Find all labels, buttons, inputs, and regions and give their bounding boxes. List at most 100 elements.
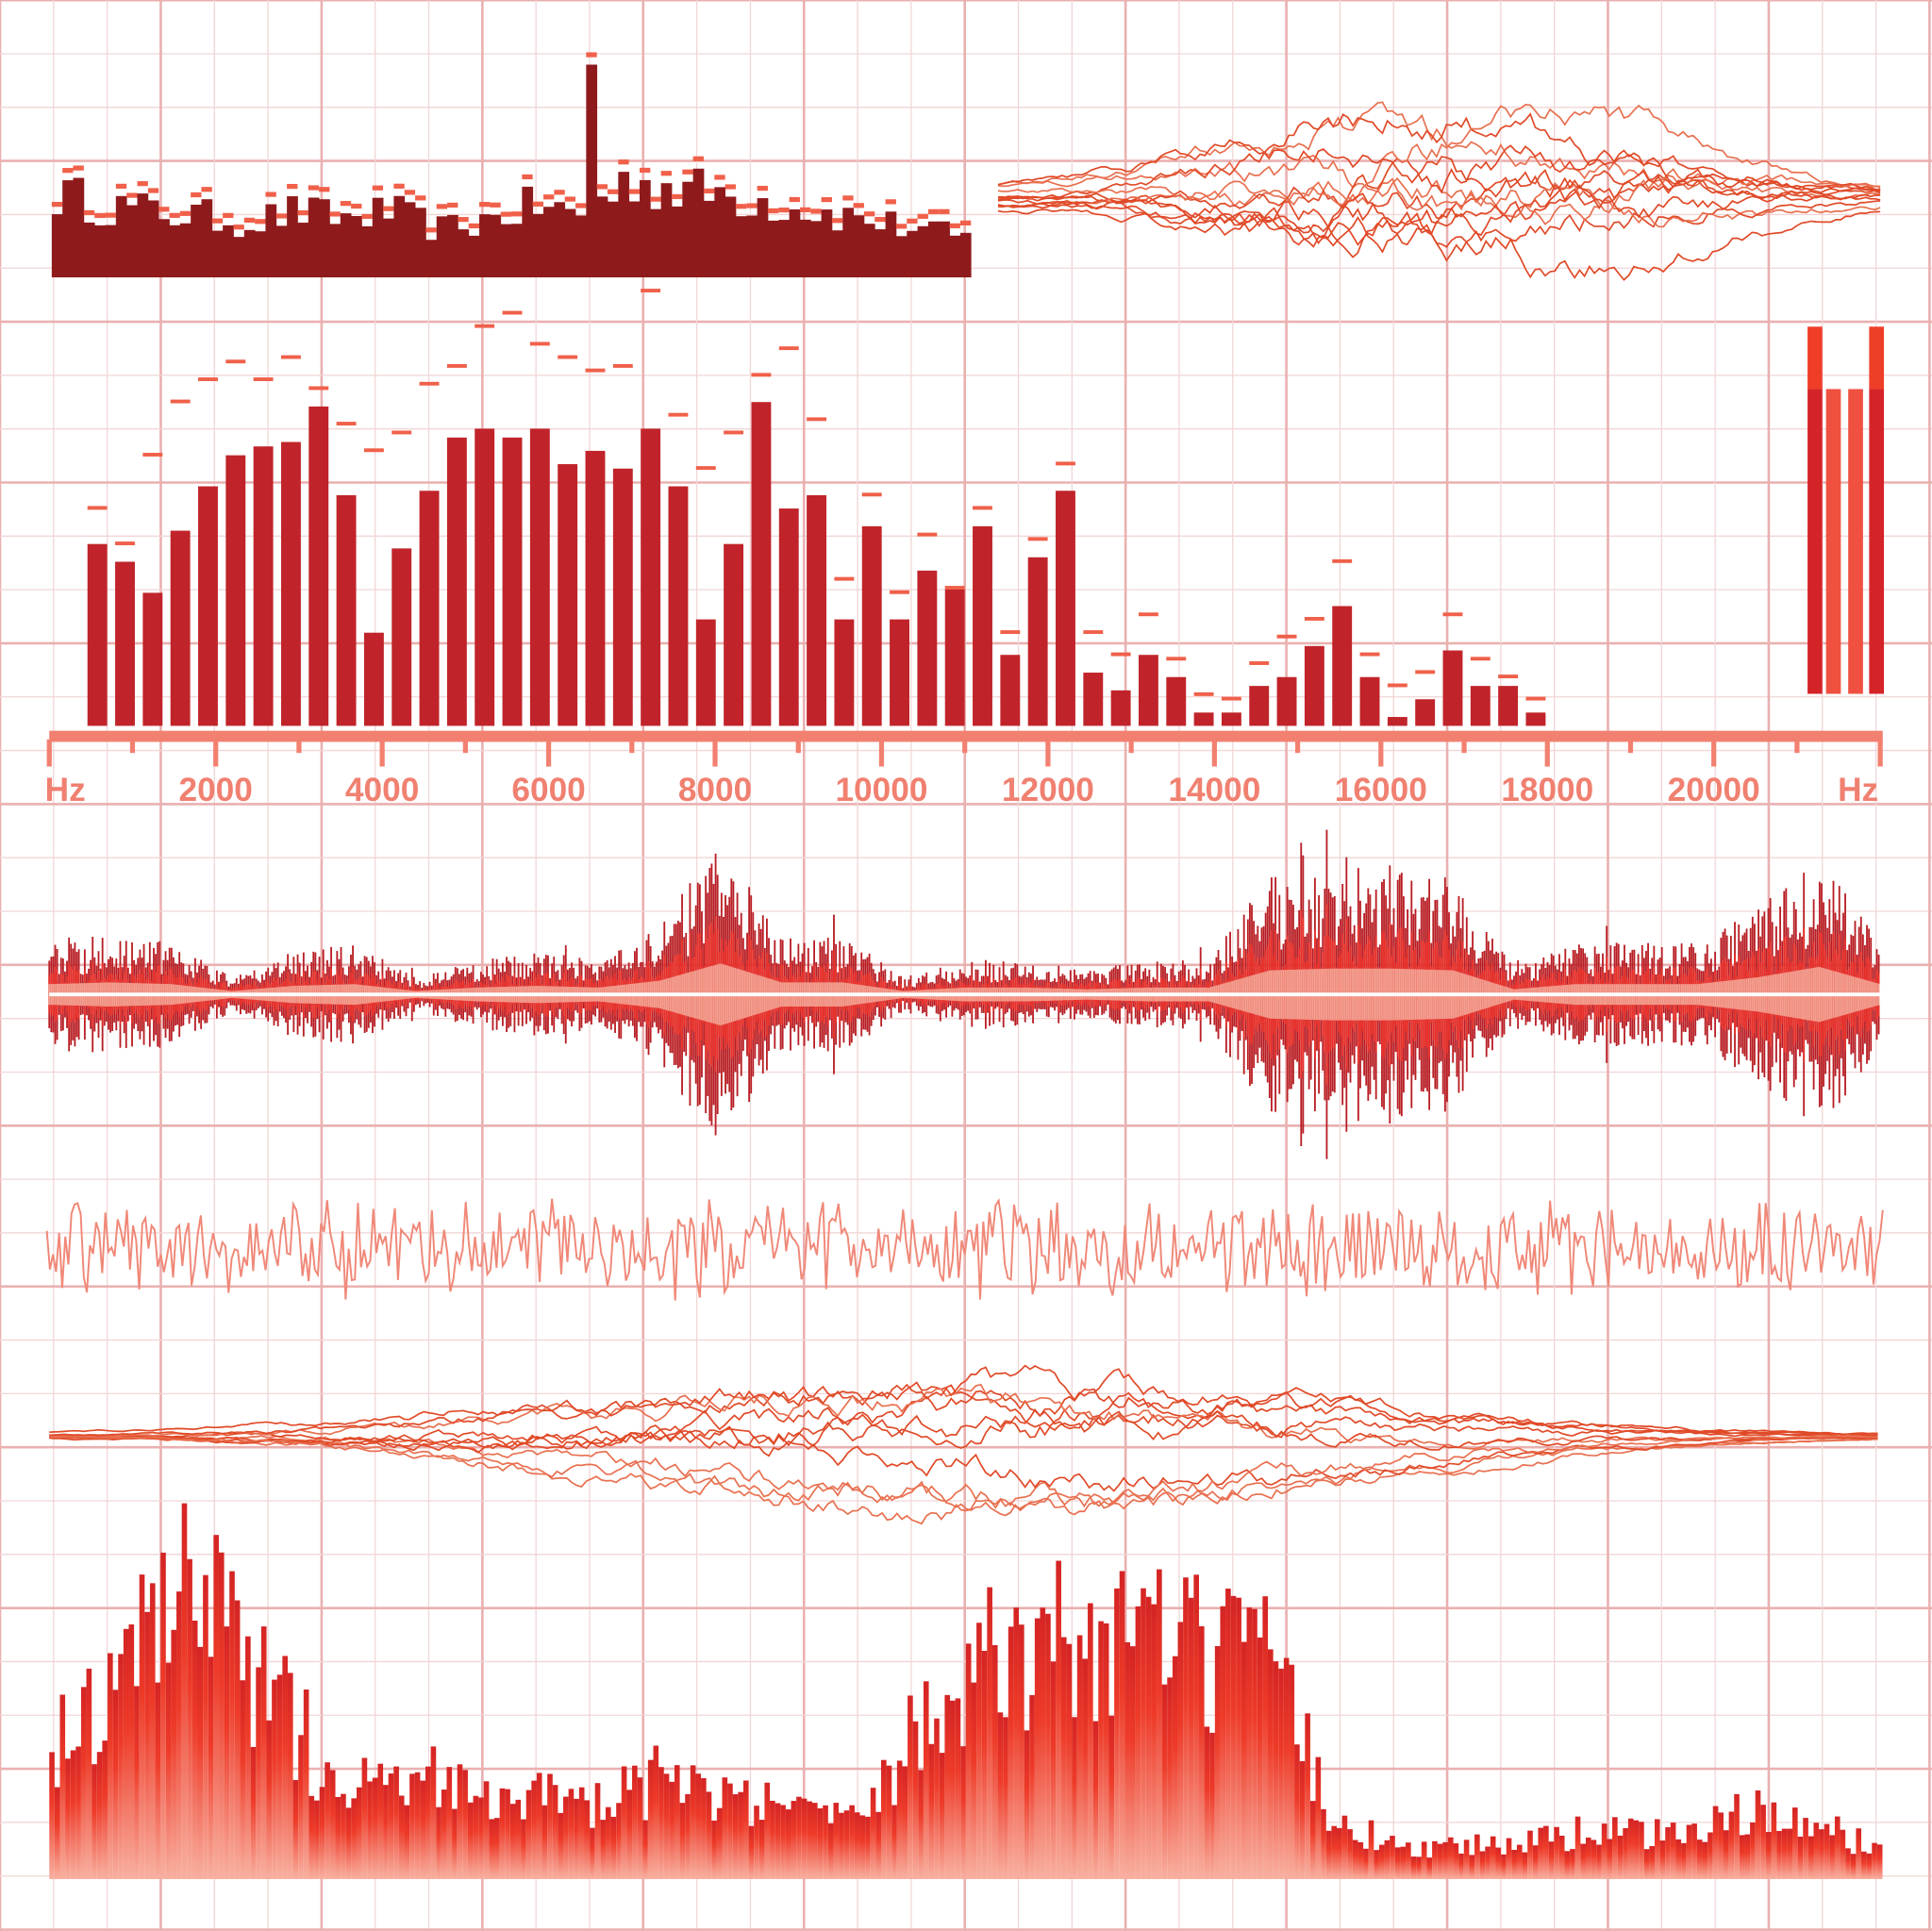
- axis-bar: [49, 730, 1883, 742]
- histogram-peak-marker: [500, 211, 512, 217]
- gradient-spectrum-bar: [811, 1803, 818, 1879]
- gradient-spectrum-bar: [1776, 1830, 1782, 1879]
- gradient-spectrum-bar: [574, 1798, 579, 1879]
- histogram-bar: [233, 237, 245, 278]
- histogram-bar: [415, 208, 426, 278]
- spectrum-bar: [1249, 686, 1270, 726]
- gradient-spectrum-bar: [446, 1767, 453, 1879]
- axis-tick-label: 4000: [345, 772, 419, 808]
- histogram-peak-marker: [682, 169, 693, 175]
- axis-tick: [795, 739, 801, 754]
- spectrum-peak-marker: [115, 541, 135, 545]
- axis-tick: [1877, 739, 1883, 767]
- spectrum-bar: [1525, 712, 1546, 726]
- gradient-spectrum-bar: [1771, 1802, 1777, 1879]
- gradient-spectrum-bar: [1384, 1839, 1391, 1879]
- gradient-spectrum-bar: [86, 1668, 92, 1879]
- gradient-spectrum-bar: [626, 1790, 633, 1879]
- gradient-spectrum-bar: [1755, 1790, 1761, 1879]
- gradient-spectrum-bar: [823, 1805, 828, 1879]
- gradient-spectrum-bar: [420, 1780, 426, 1879]
- gradient-spectrum-bar: [128, 1624, 135, 1879]
- histogram-bar: [714, 187, 726, 278]
- gradient-spectrum-bar: [1092, 1721, 1099, 1879]
- gradient-spectrum-bar: [1198, 1625, 1205, 1879]
- gradient-spectrum-bar: [425, 1766, 431, 1879]
- gradient-spectrum-bar: [727, 1783, 733, 1879]
- histogram-peak-marker: [308, 185, 320, 191]
- gradient-spectrum-bar: [1760, 1805, 1766, 1879]
- histogram-peak-marker: [126, 192, 138, 198]
- gradient-spectrum-bar: [1495, 1847, 1502, 1879]
- histogram-peak-marker: [94, 212, 106, 219]
- spectrum-bar: [641, 428, 661, 726]
- histogram-peak-marker: [714, 175, 725, 180]
- gradient-spectrum-bar: [462, 1770, 468, 1879]
- gradient-spectrum-bar: [1728, 1811, 1735, 1879]
- gradient-spectrum-bar: [594, 1783, 601, 1879]
- spectrum-peak-marker: [1304, 616, 1324, 621]
- gradient-spectrum-bar: [229, 1571, 235, 1879]
- gradient-spectrum-bar: [748, 1825, 755, 1879]
- histogram-peak-marker: [425, 227, 437, 233]
- spectrum-bar: [585, 450, 606, 726]
- gradient-spectrum-bar: [1543, 1825, 1549, 1879]
- gradient-spectrum-bar: [102, 1740, 108, 1879]
- gradient-spectrum-bar: [1432, 1840, 1438, 1879]
- gradient-spectrum-bar: [621, 1766, 627, 1879]
- axis-tick: [712, 739, 718, 767]
- spectrum-peak-marker: [834, 576, 855, 581]
- gradient-spectrum-bar: [1421, 1841, 1427, 1879]
- histogram-bar: [137, 193, 149, 278]
- level-meter-bar: [1825, 389, 1841, 694]
- gradient-spectrum-bar: [65, 1758, 71, 1879]
- gradient-spectrum-bar: [865, 1816, 871, 1879]
- gradient-spectrum-bar: [928, 1743, 935, 1879]
- gradient-spectrum-bar: [509, 1804, 516, 1879]
- gradient-spectrum-bar: [367, 1781, 373, 1879]
- gradient-spectrum-bar: [1813, 1823, 1820, 1879]
- axis-unit-right: Hz: [1838, 772, 1878, 808]
- gradient-spectrum-bar: [1230, 1595, 1237, 1879]
- gradient-spectrum-bar: [1696, 1839, 1703, 1879]
- gradient-spectrum-bar: [1406, 1842, 1411, 1879]
- gradient-spectrum-bar: [1103, 1623, 1109, 1879]
- histogram-bar: [907, 230, 918, 278]
- gradient-spectrum-bar: [155, 1682, 161, 1879]
- gradient-spectrum-bar: [1527, 1830, 1533, 1879]
- gradient-spectrum-bar: [1554, 1826, 1559, 1879]
- gradient-spectrum-bar: [849, 1805, 855, 1879]
- histogram-peak-marker: [821, 197, 832, 203]
- gradient-spectrum-bar: [1861, 1851, 1867, 1879]
- histogram-peak-marker: [799, 207, 811, 213]
- gradient-spectrum-bar: [950, 1700, 956, 1879]
- gradient-spectrum-bar: [1119, 1571, 1125, 1879]
- axis-tick: [1294, 739, 1301, 754]
- axis-tick-label: 10000: [835, 772, 927, 808]
- spectrum-bar: [391, 548, 412, 726]
- gradient-spectrum-bar: [1797, 1836, 1804, 1879]
- gradient-spectrum-bar: [1410, 1856, 1417, 1879]
- gradient-spectrum-bar: [1124, 1641, 1130, 1879]
- axis-tick: [1461, 739, 1467, 754]
- histogram-bar: [83, 222, 95, 278]
- axis-tick-label: 20000: [1668, 772, 1760, 808]
- gradient-spectrum-bar: [1374, 1850, 1379, 1879]
- gradient-spectrum-bar: [176, 1591, 182, 1879]
- histogram-peak-marker: [73, 165, 84, 171]
- histogram-bar: [895, 236, 908, 278]
- gradient-spectrum-bar: [722, 1777, 728, 1879]
- gradient-spectrum-bar: [1617, 1835, 1624, 1879]
- spectrum-bar: [668, 486, 689, 726]
- waveform-bundle-middle: [49, 1364, 1878, 1525]
- histogram-peak-marker: [243, 217, 256, 223]
- histogram-peak-marker: [458, 217, 469, 223]
- level-meter-peak: [1807, 326, 1823, 390]
- gradient-spectrum-bar: [1167, 1677, 1173, 1879]
- level-meter-bar: [1848, 389, 1863, 694]
- gradient-spectrum-bar: [1262, 1596, 1268, 1879]
- gradient-spectrum-bar: [1141, 1588, 1146, 1879]
- histogram-bar: [372, 197, 384, 278]
- gradient-spectrum-bar: [1331, 1825, 1338, 1879]
- spectrum-bar: [558, 464, 578, 726]
